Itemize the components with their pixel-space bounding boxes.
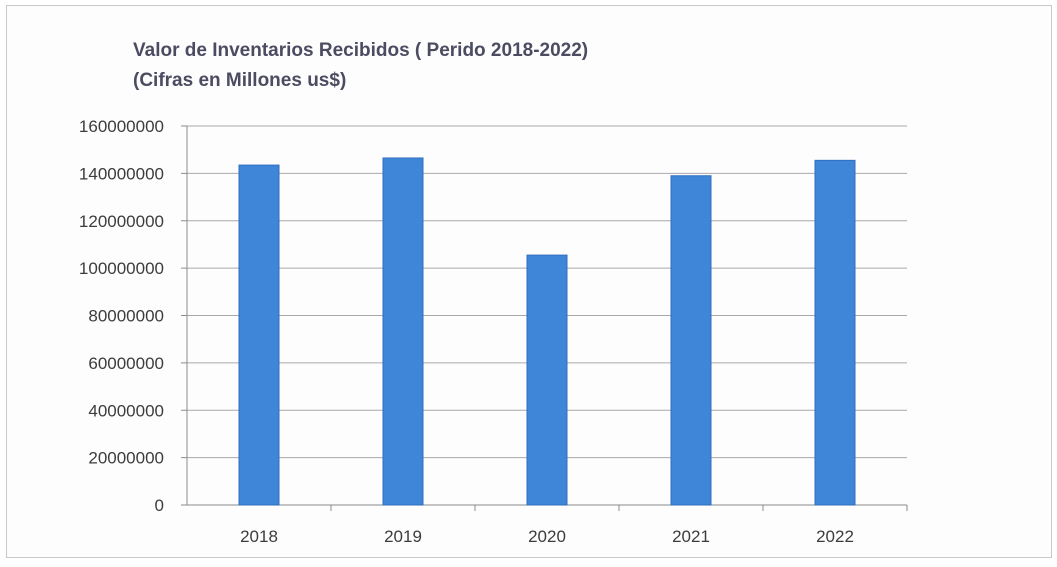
bar-2018: [238, 164, 280, 506]
x-tick-label-2021: 2021: [672, 527, 710, 546]
y-tick-label: 120000000: [79, 212, 164, 231]
x-tick-label-2018: 2018: [240, 527, 278, 546]
y-tick-label: 60000000: [88, 354, 164, 373]
y-tick-label: 160000000: [79, 117, 164, 136]
chart-title-line-1: Valor de Inventarios Recibidos ( Perido …: [133, 40, 589, 61]
x-tick-label-2020: 2020: [528, 527, 566, 546]
x-tick-labels: 2018 2019 2020 2021 2022: [240, 527, 854, 546]
y-tick-label: 140000000: [79, 164, 164, 183]
y-tick-label: 0: [155, 496, 164, 515]
bar-2021: [670, 175, 712, 506]
bar-2019: [382, 157, 424, 506]
bar-2022: [814, 159, 856, 506]
bars: [238, 157, 856, 506]
y-tick-label: 40000000: [88, 401, 164, 420]
bar-2020: [526, 254, 568, 506]
chart-title: Valor de Inventarios Recibidos ( Perido …: [133, 36, 588, 96]
y-tick-label: 100000000: [79, 259, 164, 278]
x-tick-label-2019: 2019: [384, 527, 422, 546]
y-tick-label: 80000000: [88, 307, 164, 326]
x-tick-label-2022: 2022: [816, 527, 854, 546]
chart-title-line-2: (Cifras en Millones us$): [133, 70, 347, 91]
y-tick-label: 20000000: [88, 449, 164, 468]
y-tick-labels: 0 20000000 40000000 60000000 80000000 1000000…: [79, 117, 164, 515]
